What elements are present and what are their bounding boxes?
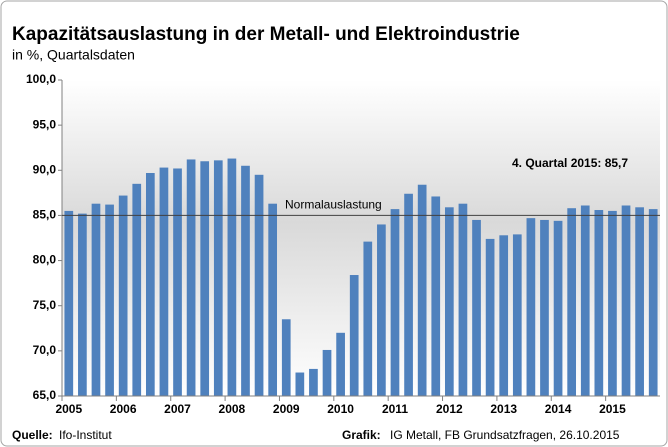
x-tick-label: 2007 xyxy=(164,402,191,416)
y-tick-label: 85,0 xyxy=(33,208,57,222)
bar xyxy=(349,275,359,396)
bar xyxy=(159,167,169,396)
bar xyxy=(173,168,182,396)
bar xyxy=(377,224,386,396)
bar xyxy=(608,210,617,396)
y-tick-label: 90,0 xyxy=(33,162,57,176)
bar xyxy=(254,174,264,396)
annotation: 4. Quartal 2015: 85,7 xyxy=(512,156,628,170)
bar xyxy=(485,238,495,396)
bar xyxy=(417,184,427,396)
bar xyxy=(200,161,210,396)
bar xyxy=(472,219,481,396)
bar xyxy=(227,158,237,396)
bar xyxy=(621,205,631,396)
bar xyxy=(309,368,318,396)
source: Ifo-Institut xyxy=(59,428,112,442)
x-tick-label: 2005 xyxy=(55,402,82,416)
bar xyxy=(105,204,114,396)
y-tick-label: 80,0 xyxy=(33,253,57,267)
bar xyxy=(431,196,441,396)
x-tick-label: 2008 xyxy=(219,402,246,416)
reference-label: Normalauslastung xyxy=(285,198,382,212)
bar xyxy=(363,241,373,396)
chart-subtitle: in %, Quartalsdaten xyxy=(12,47,135,63)
x-tick-label: 2014 xyxy=(545,402,572,416)
bar xyxy=(336,332,345,396)
bar xyxy=(213,160,223,396)
bar xyxy=(404,193,413,396)
bar xyxy=(268,203,278,396)
bar xyxy=(64,210,74,396)
bar xyxy=(186,159,196,396)
x-tick-label: 2010 xyxy=(327,402,354,416)
bar xyxy=(594,210,604,396)
bar xyxy=(580,205,590,396)
y-tick-label: 70,0 xyxy=(33,343,57,357)
y-tick-label: 75,0 xyxy=(33,298,57,312)
x-tick-label: 2012 xyxy=(436,402,463,416)
bar xyxy=(444,207,454,396)
bar xyxy=(499,235,509,396)
x-tick-label: 2015 xyxy=(599,402,626,416)
bar xyxy=(553,220,563,396)
y-tick-label: 100,0 xyxy=(26,72,56,86)
y-tick-label: 95,0 xyxy=(33,117,57,131)
x-tick-label: 2006 xyxy=(110,402,137,416)
bar xyxy=(526,218,536,396)
credit: IG Metall, FB Grundsatzfragen, 26.10.201… xyxy=(390,428,620,442)
bar xyxy=(322,349,332,396)
x-tick-label: 2011 xyxy=(382,402,408,416)
source-label: Quelle: xyxy=(12,428,53,442)
bar xyxy=(145,172,155,396)
bar xyxy=(635,207,644,396)
bar xyxy=(241,165,250,396)
bar xyxy=(281,319,291,396)
bar xyxy=(118,195,128,396)
bar xyxy=(512,234,522,396)
bar xyxy=(295,372,305,396)
credit-label: Grafik: xyxy=(342,428,381,442)
bar xyxy=(390,209,400,396)
bar xyxy=(648,209,658,396)
bar xyxy=(458,203,468,396)
bar xyxy=(540,219,549,396)
bar xyxy=(91,203,101,396)
bar xyxy=(132,183,142,396)
y-tick-label: 65,0 xyxy=(33,388,57,402)
bar xyxy=(567,208,577,396)
x-tick-label: 2009 xyxy=(273,402,300,416)
bar xyxy=(78,213,87,396)
chart-title: Kapazitätsauslastung in der Metall- und … xyxy=(12,24,520,45)
x-tick-label: 2013 xyxy=(490,402,517,416)
